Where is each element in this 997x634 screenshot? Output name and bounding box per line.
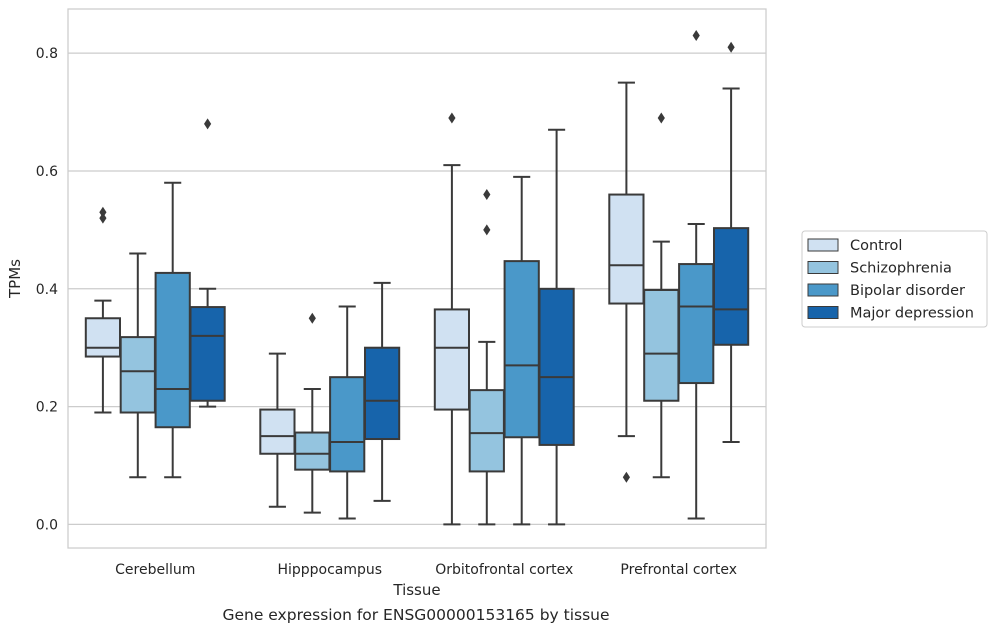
y-tick-label: 0.8 bbox=[36, 46, 58, 62]
box-control bbox=[608, 81, 645, 483]
box-schizophrenia bbox=[643, 112, 680, 479]
legend-swatch bbox=[807, 238, 839, 252]
box-iqr bbox=[468, 389, 505, 473]
x-tick-label: Prefrontal cortex bbox=[620, 562, 737, 578]
box-major-depression bbox=[363, 281, 401, 502]
legend-swatch bbox=[807, 283, 839, 297]
x-tick-label: Cerebellum bbox=[115, 562, 195, 578]
box-schizophrenia bbox=[119, 252, 156, 479]
box-iqr bbox=[503, 260, 540, 439]
box-bipolar-disorder bbox=[678, 30, 715, 520]
boxes bbox=[84, 30, 750, 526]
outlier-marker bbox=[99, 212, 107, 224]
figure-caption: Gene expression for ENSG00000153165 by t… bbox=[222, 606, 610, 624]
legend-swatch bbox=[807, 306, 839, 319]
box-schizophrenia bbox=[468, 189, 505, 526]
box-major-depression bbox=[538, 128, 575, 526]
legend-swatch bbox=[807, 261, 839, 274]
box-control bbox=[433, 112, 471, 526]
box-iqr bbox=[712, 227, 750, 346]
box-iqr bbox=[259, 408, 296, 455]
legend-label: Bipolar disorder bbox=[850, 283, 965, 299]
outlier-marker bbox=[622, 471, 630, 483]
box-major-depression bbox=[712, 41, 750, 443]
box-iqr bbox=[294, 431, 331, 471]
plot-area-frame bbox=[67, 8, 767, 549]
box-bipolar-disorder bbox=[154, 181, 191, 479]
box-iqr bbox=[608, 193, 645, 305]
outlier-marker bbox=[99, 206, 107, 218]
outlier-marker bbox=[483, 189, 491, 201]
outlier-marker bbox=[308, 312, 316, 324]
outlier-marker bbox=[657, 112, 665, 124]
box-control bbox=[84, 206, 122, 414]
y-axis-ticks: 0.0 0.2 0.4 0.6 0.8 bbox=[36, 46, 58, 533]
box-control bbox=[259, 352, 296, 508]
legend-label: Major depression bbox=[850, 306, 974, 322]
outlier-marker bbox=[448, 112, 456, 124]
y-tick-label: 0.6 bbox=[36, 164, 58, 180]
box-iqr bbox=[84, 317, 122, 358]
legend-label: Schizophrenia bbox=[850, 261, 952, 277]
x-tick-label: Hipppocampus bbox=[277, 562, 382, 578]
x-tick-label: Orbitofrontal cortex bbox=[435, 562, 573, 578]
box-iqr bbox=[329, 376, 366, 473]
box-bipolar-disorder bbox=[503, 175, 540, 526]
box-iqr bbox=[433, 308, 471, 411]
legend-frame bbox=[801, 230, 988, 328]
box-iqr bbox=[643, 288, 680, 402]
outlier-marker bbox=[204, 118, 212, 130]
box-iqr bbox=[189, 306, 226, 402]
y-tick-label: 0.4 bbox=[36, 282, 58, 298]
legend: Control Schizophrenia Bipolar disorder Majo… bbox=[801, 230, 988, 328]
outlier-marker bbox=[692, 30, 700, 42]
box-bipolar-disorder bbox=[329, 305, 366, 520]
box-iqr bbox=[538, 287, 575, 446]
box-iqr bbox=[119, 336, 156, 414]
y-tick-label: 0.2 bbox=[36, 400, 58, 416]
outlier-marker bbox=[727, 41, 735, 53]
legend-label: Control bbox=[850, 238, 902, 254]
box-iqr bbox=[154, 271, 191, 429]
y-axis-label: TPMs bbox=[6, 259, 24, 299]
box-schizophrenia bbox=[294, 312, 331, 514]
y-tick-label: 0.0 bbox=[36, 517, 58, 533]
box-plot: 0.0 0.2 0.4 0.6 0.8 Cerebellum Hipppocampus Or… bbox=[6, 8, 988, 599]
x-axis-ticks: Cerebellum Hipppocampus Orbitofrontal cort… bbox=[115, 562, 737, 578]
box-iqr bbox=[678, 263, 715, 385]
outlier-marker bbox=[483, 224, 491, 236]
box-iqr bbox=[363, 346, 401, 441]
box-major-depression bbox=[189, 118, 226, 408]
x-axis-label: Tissue bbox=[392, 581, 440, 599]
